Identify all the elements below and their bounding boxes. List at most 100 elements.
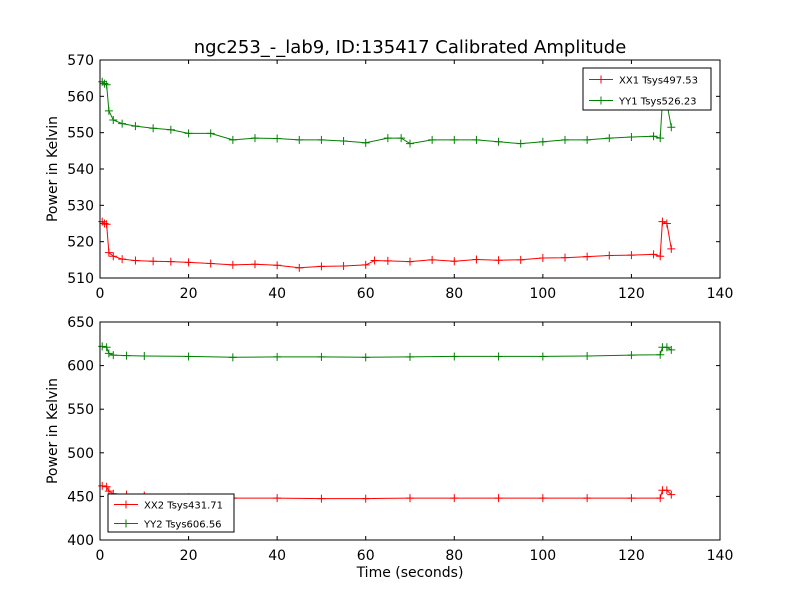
y-tick-label: 400 — [67, 533, 94, 549]
data-point — [295, 263, 304, 272]
data-point — [317, 262, 326, 271]
data-point — [583, 252, 592, 261]
data-point — [656, 134, 665, 143]
x-axis-label: Time (seconds) — [356, 565, 464, 581]
y-tick-label: 510 — [67, 271, 94, 287]
data-point — [605, 134, 614, 143]
x-tick-label: 120 — [618, 286, 645, 302]
y-tick-label: 570 — [67, 53, 94, 69]
data-point — [662, 486, 671, 495]
data-point — [383, 256, 392, 265]
panel-2: 0 20 40 60 80 100 120 140 400 450 500 550 600 650 Powe… — [45, 315, 733, 581]
data-point — [406, 257, 414, 266]
data-point — [228, 353, 237, 362]
legend-marker — [122, 519, 130, 528]
y-tick-label: 500 — [67, 446, 94, 462]
chart-title: ngc253_-_lab9, ID:135417 Calibrated Ampl… — [194, 37, 627, 58]
data-point — [583, 494, 592, 503]
data-point — [295, 135, 304, 144]
data-point — [383, 134, 392, 143]
y-tick-label: 540 — [67, 162, 94, 178]
data-point — [627, 251, 636, 260]
data-point — [361, 260, 370, 269]
y-axis-label: Power in Kelvin — [45, 378, 61, 484]
data-point — [118, 255, 127, 264]
data-point — [494, 137, 503, 146]
data-point — [102, 343, 111, 352]
data-point — [104, 349, 113, 358]
data-point — [184, 352, 193, 361]
data-point — [561, 253, 569, 262]
data-point — [538, 137, 547, 146]
data-point — [472, 135, 481, 144]
data-point — [361, 494, 370, 503]
data-point — [166, 257, 175, 266]
data-point — [273, 134, 282, 143]
data-point — [583, 135, 592, 144]
data-point — [251, 260, 259, 269]
data-point — [102, 482, 111, 491]
legend-label: YY2 Tsys606.56 — [143, 520, 222, 531]
x-tick-label: 120 — [618, 548, 645, 564]
series-2-2 — [98, 342, 676, 362]
data-point — [494, 494, 503, 503]
panel-1: 0 20 40 60 80 100 120 140 510 520 530 540 550 560 570 P… — [45, 53, 733, 302]
x-tick-label: 80 — [445, 286, 463, 302]
x-tick-label: 140 — [707, 548, 734, 564]
x-tick-label: 60 — [357, 286, 375, 302]
data-point — [317, 135, 326, 144]
data-point — [494, 256, 503, 265]
legend-label: XX2 Tsys431.71 — [144, 501, 223, 512]
x-tick-label: 40 — [268, 548, 286, 564]
data-point — [228, 135, 237, 144]
x-tick-label: 40 — [268, 286, 286, 302]
data-point — [228, 260, 237, 269]
data-point — [104, 248, 113, 257]
data-point — [662, 343, 671, 352]
data-point — [102, 80, 111, 89]
data-point — [131, 256, 140, 265]
data-point — [140, 352, 149, 361]
legend-2: XX2 Tsys431.71 YY2 Tsys606.56 — [107, 493, 235, 533]
data-point — [339, 262, 348, 271]
series-1-2 — [98, 77, 676, 148]
legend-marker — [122, 500, 130, 509]
data-point — [516, 255, 525, 264]
data-point — [494, 352, 503, 361]
legend-box — [107, 493, 235, 533]
data-point — [667, 345, 676, 354]
data-point — [206, 129, 215, 138]
y-tick-label: 530 — [67, 198, 94, 214]
legend-box — [582, 67, 712, 111]
data-point — [428, 135, 437, 144]
legend-label: YY1 Tsys526.23 — [618, 97, 697, 108]
data-point — [538, 352, 547, 361]
x-tick-label: 20 — [180, 548, 198, 564]
data-point — [649, 132, 658, 141]
y-tick-label: 560 — [67, 89, 94, 105]
data-point — [149, 124, 158, 133]
data-point — [583, 352, 592, 361]
data-point — [662, 219, 671, 228]
data-point — [361, 353, 370, 362]
data-point — [370, 256, 379, 265]
y-tick-label: 520 — [67, 235, 94, 251]
data-point — [102, 220, 111, 229]
data-point — [339, 137, 348, 146]
data-point — [627, 133, 636, 142]
y-tick-label: 550 — [67, 126, 94, 142]
data-point — [649, 250, 658, 259]
data-point — [538, 254, 547, 263]
data-point — [317, 494, 326, 503]
x-tick-label: 80 — [445, 548, 463, 564]
data-point — [109, 252, 118, 261]
x-tick-label: 100 — [529, 286, 556, 302]
plot-frame — [99, 321, 721, 541]
legend-label: XX1 Tsys497.53 — [619, 76, 698, 87]
data-point — [104, 106, 113, 115]
x-tick-label: 20 — [180, 286, 198, 302]
y-tick-label: 650 — [67, 315, 94, 331]
data-point — [361, 138, 370, 147]
